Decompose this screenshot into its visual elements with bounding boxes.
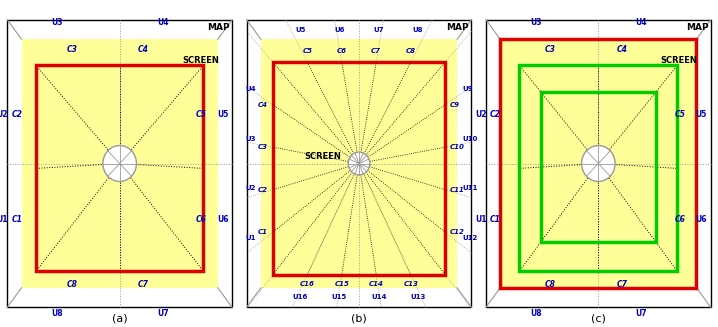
Text: C3: C3 — [545, 44, 556, 54]
Text: U3: U3 — [246, 136, 256, 142]
Text: U11: U11 — [462, 185, 477, 191]
Text: C2: C2 — [258, 187, 268, 193]
Text: U10: U10 — [462, 136, 477, 142]
Ellipse shape — [103, 146, 136, 181]
Text: SCREEN: SCREEN — [661, 56, 697, 65]
Bar — [22, 39, 218, 288]
Text: C7: C7 — [371, 48, 381, 54]
Text: C7: C7 — [617, 280, 628, 289]
Text: U8: U8 — [52, 309, 63, 318]
Text: (b): (b) — [351, 314, 367, 324]
Text: C11: C11 — [450, 187, 465, 193]
Text: U8: U8 — [531, 309, 542, 318]
Text: C16: C16 — [300, 281, 314, 287]
Text: C8: C8 — [406, 48, 416, 54]
Text: U5: U5 — [217, 110, 228, 119]
Text: MAP: MAP — [207, 23, 230, 32]
Text: U4: U4 — [635, 18, 647, 27]
Text: C6: C6 — [674, 215, 685, 224]
Text: C10: C10 — [450, 144, 465, 150]
Text: C4: C4 — [258, 102, 268, 108]
Text: U5: U5 — [295, 27, 305, 33]
Text: C5: C5 — [302, 48, 312, 54]
Text: U14: U14 — [371, 294, 386, 300]
Text: C6: C6 — [195, 215, 207, 224]
Text: SCREEN: SCREEN — [182, 56, 219, 65]
Text: C8: C8 — [545, 280, 556, 289]
Text: (c): (c) — [591, 314, 606, 324]
Text: U2: U2 — [475, 110, 487, 119]
Text: C5: C5 — [195, 110, 207, 119]
Bar — [500, 39, 696, 288]
Text: C9: C9 — [450, 102, 460, 108]
Text: C1: C1 — [11, 215, 22, 224]
Text: U16: U16 — [292, 294, 308, 300]
Text: C8: C8 — [66, 280, 78, 289]
Text: U7: U7 — [157, 309, 169, 318]
Text: U2: U2 — [0, 110, 8, 119]
Bar — [36, 65, 203, 271]
Text: C15: C15 — [335, 281, 349, 287]
Text: U3: U3 — [531, 18, 542, 27]
Text: C3: C3 — [258, 144, 268, 150]
Text: U1: U1 — [0, 215, 8, 224]
Bar — [541, 92, 656, 242]
Text: C4: C4 — [617, 44, 628, 54]
Text: U7: U7 — [373, 27, 384, 33]
Text: U2: U2 — [246, 185, 256, 191]
Text: MAP: MAP — [686, 23, 709, 32]
Text: C12: C12 — [450, 229, 465, 235]
Text: C3: C3 — [66, 44, 78, 54]
Bar — [519, 65, 677, 271]
Text: SCREEN: SCREEN — [304, 152, 341, 162]
Text: U6: U6 — [334, 27, 345, 33]
Ellipse shape — [348, 152, 370, 175]
Text: C2: C2 — [490, 110, 501, 119]
Text: C2: C2 — [11, 110, 22, 119]
Text: C6: C6 — [337, 48, 347, 54]
Text: U6: U6 — [696, 215, 707, 224]
Text: C14: C14 — [369, 281, 383, 287]
Bar — [261, 39, 457, 288]
Text: MAP: MAP — [447, 23, 469, 32]
Text: U4: U4 — [246, 86, 256, 92]
Text: C7: C7 — [138, 280, 149, 289]
Text: C4: C4 — [138, 44, 149, 54]
Text: U13: U13 — [410, 294, 426, 300]
Text: U1: U1 — [475, 215, 487, 224]
Text: C13: C13 — [404, 281, 418, 287]
Bar — [486, 20, 711, 307]
Text: U4: U4 — [157, 18, 169, 27]
Text: (a): (a) — [112, 314, 128, 324]
Text: C5: C5 — [674, 110, 685, 119]
Bar — [246, 20, 472, 307]
Text: U12: U12 — [462, 235, 477, 241]
Ellipse shape — [582, 146, 615, 181]
Text: U5: U5 — [696, 110, 707, 119]
Text: U8: U8 — [413, 27, 423, 33]
Bar — [273, 62, 445, 275]
Text: C1: C1 — [490, 215, 501, 224]
Bar — [7, 20, 232, 307]
Text: U3: U3 — [52, 18, 63, 27]
Text: U9: U9 — [462, 86, 472, 92]
Text: U6: U6 — [217, 215, 228, 224]
Bar — [500, 39, 696, 288]
Text: U7: U7 — [635, 309, 647, 318]
Text: U1: U1 — [246, 235, 256, 241]
Text: C1: C1 — [258, 229, 268, 235]
Text: U15: U15 — [332, 294, 347, 300]
